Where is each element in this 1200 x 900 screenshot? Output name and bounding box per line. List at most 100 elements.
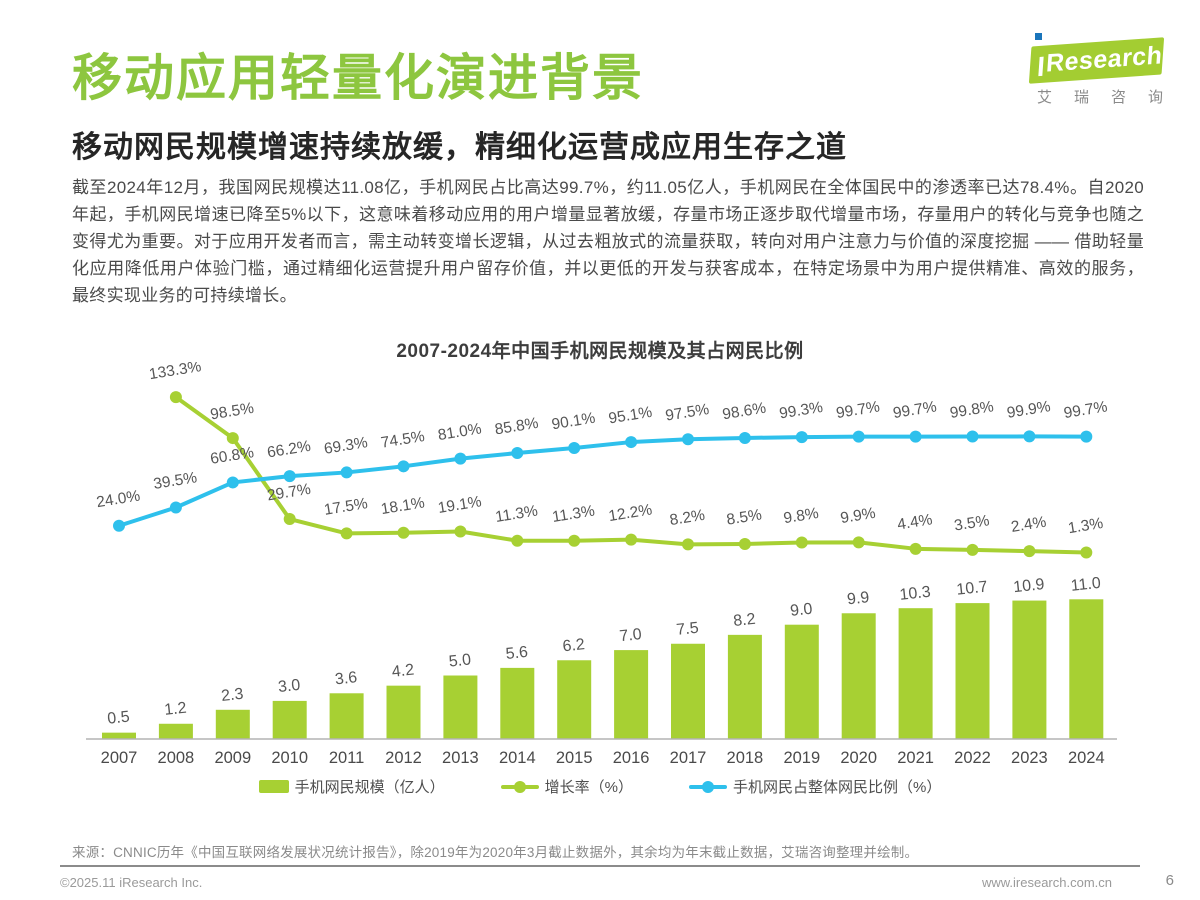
- growth-rate-value-label: 4.4%: [896, 511, 934, 533]
- bar-2009: [215, 709, 250, 739]
- x-axis-tick-label: 2017: [670, 749, 707, 767]
- bar-value-label: 7.0: [619, 626, 643, 645]
- growth-rate-point-2010: [283, 513, 296, 526]
- netizen-ratio-point-2015: [568, 441, 581, 454]
- netizen-ratio-value-label: 90.1%: [550, 410, 596, 434]
- netizen-ratio-point-2011: [340, 466, 353, 479]
- growth-rate-point-2014: [511, 534, 524, 547]
- bar-2011: [329, 693, 364, 739]
- bar-value-label: 10.9: [1013, 576, 1046, 596]
- bar-value-label: 5.0: [448, 651, 472, 670]
- legend-item-ratio: 手机网民占整体网民比例（%）: [689, 776, 941, 797]
- growth-rate-point-2020: [852, 536, 865, 549]
- netizen-ratio-point-2009: [226, 476, 239, 489]
- legend-label: 手机网民规模（亿人）: [294, 779, 445, 796]
- netizen-ratio-point-2013: [454, 452, 467, 465]
- section-subtitle: 移动网民规模增速持续放缓，精细化运营成应用生存之道: [72, 131, 847, 164]
- growth-rate-value-label: 29.7%: [266, 481, 312, 505]
- netizen-ratio-point-2014: [511, 447, 524, 460]
- source-note: 来源：CNNIC历年《中国互联网络发展状况统计报告》，除2019年为2020年3…: [72, 845, 919, 860]
- growth-rate-value-label: 18.1%: [380, 494, 426, 518]
- page-title: 移动应用轻量化演进背景: [72, 50, 644, 106]
- bar-value-label: 8.2: [732, 611, 756, 630]
- netizen-ratio-value-label: 81.0%: [437, 420, 483, 444]
- netizen-ratio-point-2012: [397, 460, 410, 473]
- blue-line-swatch-icon: [689, 780, 727, 793]
- bar-2007: [102, 732, 136, 739]
- growth-rate-value-label: 9.8%: [782, 505, 820, 527]
- growth-rate-value-label: 17.5%: [323, 495, 369, 519]
- netizen-ratio-value-label: 60.8%: [209, 444, 255, 468]
- growth-rate-value-label: 11.3%: [494, 502, 539, 526]
- x-axis-tick-label: 2023: [1011, 749, 1048, 767]
- growth-rate-value-label: 9.9%: [839, 505, 877, 527]
- page-number: 6: [1165, 872, 1174, 889]
- bar-2019: [784, 624, 819, 739]
- netizen-ratio-value-label: 69.3%: [323, 434, 369, 458]
- netizen-ratio-value-label: 99.7%: [1063, 398, 1109, 422]
- bar-2013: [443, 675, 478, 739]
- netizen-ratio-point-2021: [909, 430, 922, 443]
- combo-chart-canvas: 0.5 1.2 2.3 3.0 3.6 4.2 5.0 5.6 6.2 7.0 7.5 8.2 9.0 9…: [86, 362, 1117, 767]
- logo-wordmark: Research: [1045, 41, 1164, 78]
- netizen-ratio-point-2024: [1080, 430, 1093, 443]
- bar-value-label: 3.0: [277, 677, 301, 696]
- bar-value-label: 5.6: [505, 644, 529, 663]
- bar-value-label: 2.3: [220, 686, 244, 705]
- bar-value-label: 9.0: [789, 601, 813, 620]
- bar-2024: [1069, 599, 1104, 739]
- bar-2022: [955, 603, 990, 739]
- netizen-ratio-value-label: 39.5%: [152, 469, 198, 493]
- netizen-ratio-point-2008: [169, 501, 182, 514]
- x-axis-tick-label: 2024: [1068, 749, 1105, 767]
- x-axis-tick-label: 2022: [954, 749, 991, 767]
- bar-value-label: 1.2: [163, 700, 187, 719]
- netizen-ratio-point-2017: [682, 433, 694, 446]
- netizen-ratio-value-label: 24.0%: [95, 487, 141, 511]
- netizen-ratio-value-label: 66.2%: [266, 438, 312, 462]
- netizen-ratio-value-label: 74.5%: [380, 428, 426, 452]
- website-link[interactable]: www.iresearch.com.cn: [981, 875, 1112, 890]
- netizen-ratio-value-label: 95.1%: [607, 404, 653, 428]
- growth-rate-value-label: 3.5%: [953, 512, 991, 534]
- growth-rate-point-2012: [397, 526, 410, 539]
- netizen-ratio-value-label: 99.7%: [835, 398, 881, 422]
- logo-chinese-name: 艾瑞咨询: [1037, 89, 1186, 106]
- netizen-ratio-point-2022: [966, 430, 979, 443]
- netizen-ratio-point-2007: [113, 519, 125, 532]
- netizen-ratio-value-label: 99.3%: [778, 399, 824, 423]
- bar-value-label: 11.0: [1070, 575, 1102, 595]
- netizen-ratio-value-label: 85.8%: [494, 415, 540, 439]
- netizen-ratio-value-label: 99.7%: [892, 398, 938, 422]
- x-axis-tick-label: 2013: [442, 749, 479, 767]
- growth-rate-point-2017: [682, 538, 694, 551]
- bar-2016: [614, 650, 649, 739]
- legend-item-mobile-netizens: 手机网民规模（亿人）: [258, 776, 445, 797]
- body-paragraph: 截至2024年12月，我国网民规模达11.08亿，手机网民占比高达99.7%，约…: [72, 178, 1144, 305]
- x-axis-tick-label: 2010: [271, 749, 308, 767]
- x-axis-tick-label: 2020: [840, 749, 877, 767]
- bar-2012: [386, 685, 421, 739]
- bar-2020: [841, 613, 876, 739]
- bar-value-label: 7.5: [676, 620, 700, 639]
- x-axis-tick-label: 2019: [783, 749, 820, 767]
- bar-2015: [557, 660, 592, 739]
- x-axis-tick-label: 2015: [556, 749, 593, 767]
- growth-rate-value-label: 98.5%: [209, 400, 255, 424]
- x-axis-tick-label: 2021: [897, 749, 934, 767]
- growth-rate-point-2015: [568, 534, 581, 547]
- bar-2014: [500, 667, 535, 739]
- green-line-swatch-icon: [500, 780, 539, 793]
- legend-label: 手机网民占整体网民比例（%）: [733, 779, 942, 796]
- x-axis-tick-label: 2008: [158, 749, 195, 767]
- netizen-ratio-value-label: 99.9%: [1006, 398, 1052, 422]
- logo-letter-i-stem: [1038, 56, 1044, 77]
- bar-2017: [671, 643, 705, 739]
- netizen-ratio-value-label: 97.5%: [664, 401, 710, 425]
- x-axis-tick-label: 2007: [101, 749, 138, 767]
- growth-rate-point-2008: [169, 391, 182, 404]
- bar-2010: [272, 700, 307, 739]
- netizen-ratio-point-2020: [852, 430, 865, 443]
- netizen-ratio-point-2010: [283, 470, 296, 483]
- bar-value-label: 10.7: [956, 579, 989, 599]
